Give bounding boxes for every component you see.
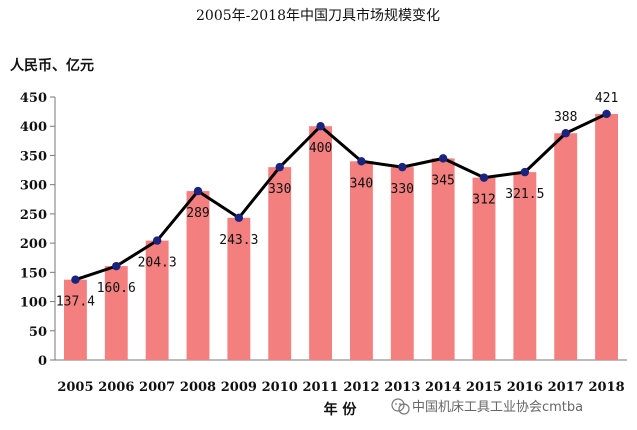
x-tick-label: 2018	[588, 380, 624, 395]
line-point	[602, 109, 611, 119]
x-tick-label: 2007	[139, 380, 175, 395]
data-label: 340	[350, 176, 373, 191]
line-point	[438, 154, 448, 163]
y-tick-label: 150	[20, 266, 47, 281]
data-label: 312	[472, 193, 495, 208]
wechat-icon	[391, 398, 410, 415]
bar	[595, 113, 619, 361]
bar-series	[63, 113, 619, 361]
series-line	[74, 112, 608, 282]
data-label: 330	[268, 182, 291, 197]
y-tick-label: 350	[20, 149, 47, 164]
bar	[513, 172, 537, 360]
x-axis: 2005 2006 2007 2008 2009 2010 2011 2012 2013 2014…	[55, 359, 627, 395]
bar	[104, 266, 128, 360]
y-tick-label: 0	[38, 354, 47, 369]
bar	[309, 126, 333, 360]
y-tick-label: 50	[29, 325, 47, 340]
data-label: 243.3	[219, 233, 258, 248]
line-point	[561, 129, 570, 138]
watermark-text: 中国机床工具工业协会cmtba	[412, 400, 583, 415]
bar	[145, 240, 169, 360]
bar	[349, 161, 373, 360]
data-label: 204.3	[138, 256, 177, 271]
line-point	[234, 213, 244, 223]
bar	[268, 167, 292, 360]
watermark: 中国机床工具工业协会cmtba	[391, 398, 583, 415]
data-label: 160.6	[97, 281, 136, 296]
bar	[554, 133, 578, 360]
bar	[227, 217, 251, 360]
data-label: 289	[186, 206, 209, 221]
data-label: 388	[554, 110, 577, 125]
x-tick-label: 2015	[466, 380, 502, 395]
chart-title: 2005年-2018年中国刀具市场规模变化	[196, 7, 440, 24]
y-tick-label: 300	[20, 179, 47, 194]
line-point	[316, 122, 325, 131]
line-point	[152, 236, 162, 245]
y-tick-label: 450	[20, 91, 47, 106]
x-tick-label: 2014	[425, 380, 461, 395]
x-tick-label: 2009	[221, 380, 257, 395]
bar	[431, 158, 455, 360]
data-label: 321.5	[505, 187, 544, 202]
y-axis-label: 人民币、亿元	[10, 57, 94, 74]
line-point	[398, 162, 407, 172]
y-axis: 0 50 100 150 200 250 300 350 400 450	[20, 91, 56, 369]
x-tick-label: 2005	[57, 380, 93, 395]
y-tick-label: 250	[20, 208, 47, 223]
line-point	[193, 186, 203, 196]
line-point	[275, 162, 284, 172]
x-tick-label: 2010	[262, 380, 298, 395]
line-series	[71, 109, 611, 284]
x-tick-label: 2011	[302, 380, 338, 395]
x-tick-label: 2012	[343, 380, 379, 395]
data-label: 345	[431, 173, 454, 188]
bar	[472, 177, 496, 360]
x-tick-label: 2016	[507, 380, 543, 395]
x-tick-label: 2017	[548, 380, 584, 395]
bar	[390, 167, 414, 360]
y-tick-label: 400	[20, 120, 47, 135]
data-label: 330	[391, 182, 414, 197]
line-point	[520, 167, 530, 177]
line-point	[71, 275, 80, 284]
x-tick-label: 2006	[98, 380, 134, 395]
data-label: 421	[595, 91, 618, 106]
x-axis-label: 年 份	[324, 401, 358, 418]
data-label: 137.4	[56, 295, 95, 310]
y-tick-label: 200	[20, 237, 47, 252]
bar	[63, 279, 87, 360]
y-tick-label: 100	[20, 296, 47, 311]
line-point	[479, 173, 489, 182]
x-tick-label: 2013	[384, 380, 420, 395]
line-point	[357, 157, 366, 166]
line-point	[112, 261, 121, 271]
bar	[186, 191, 210, 360]
data-label: 400	[309, 141, 332, 156]
x-tick-label: 2008	[180, 380, 216, 395]
